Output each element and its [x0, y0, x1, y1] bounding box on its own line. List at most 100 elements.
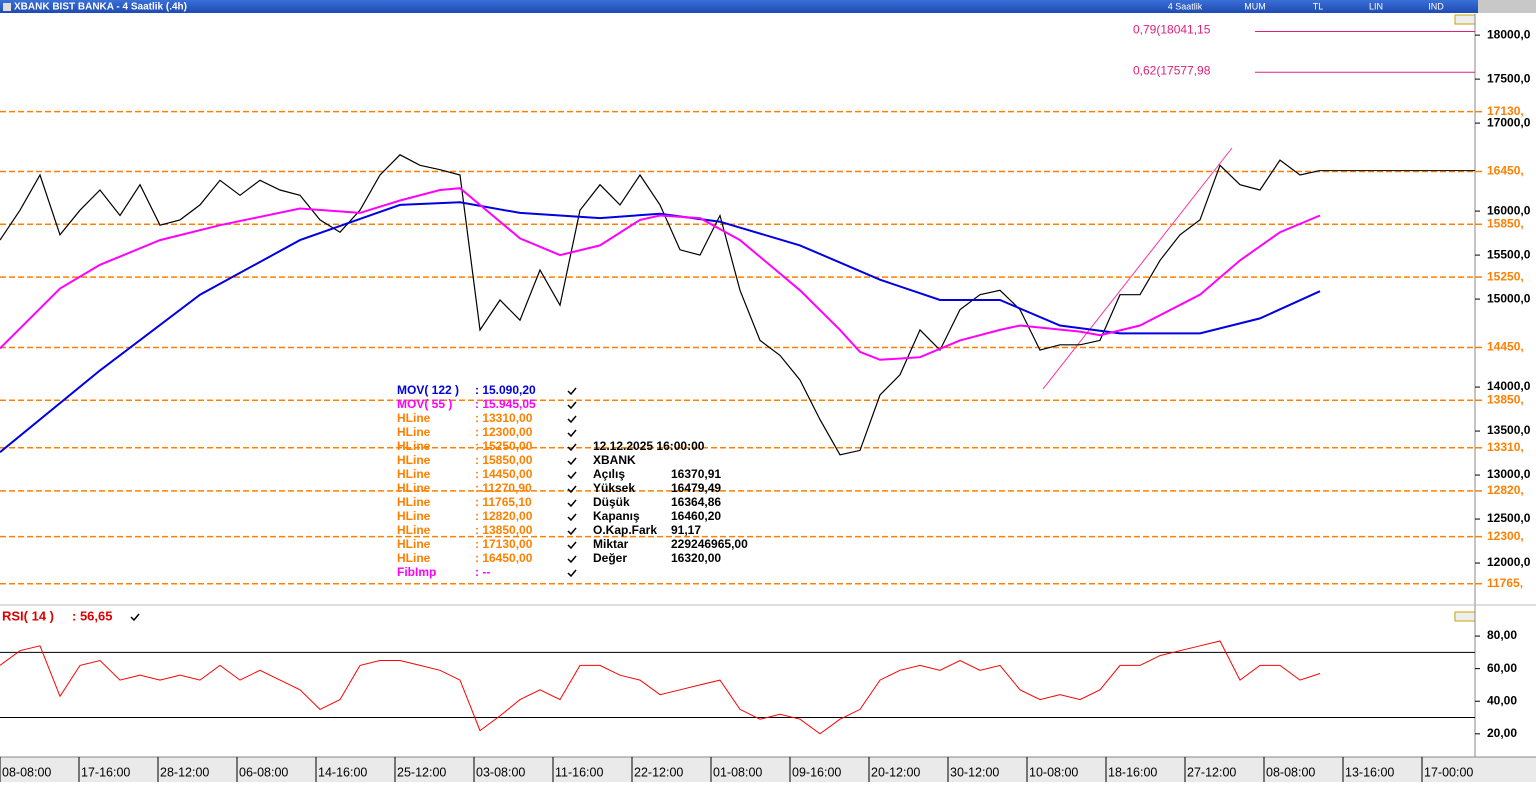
- y-tick-label: 18000,0: [1487, 27, 1531, 41]
- x-tick-label: 25-12:00: [397, 765, 446, 779]
- y-tick-label: 40,00: [1487, 693, 1517, 707]
- legend-name: HLine: [397, 439, 431, 453]
- y-tick-label: 17500,0: [1487, 71, 1531, 85]
- legend-value: : 12820,00: [475, 509, 533, 523]
- rsi-name: RSI( 14 ): [2, 608, 54, 623]
- h-line-label: 15250,: [1487, 269, 1524, 283]
- legend-value: : 17130,00: [475, 537, 533, 551]
- legend-value: : 13310,00: [475, 411, 533, 425]
- x-tick-label: 30-12:00: [950, 765, 999, 779]
- y-tick-label: 15000,0: [1487, 291, 1531, 305]
- legend-value: : 11765,10: [475, 495, 532, 509]
- info-value: 16370,91: [671, 467, 721, 481]
- legend-bg: [395, 384, 779, 581]
- check-icon: [567, 415, 577, 424]
- x-tick-label: 09-16:00: [792, 765, 841, 779]
- series-line: [0, 154, 1321, 456]
- legend-name: HLine: [397, 467, 431, 481]
- legend-name: HLine: [397, 537, 431, 551]
- h-line-label: 17130,: [1487, 104, 1524, 118]
- check-icon: [567, 429, 577, 438]
- legend-name: HLine: [397, 425, 431, 439]
- info-label: Düşük: [593, 495, 630, 509]
- toolbar-item: IND: [1428, 1, 1444, 11]
- y-tick-label: 60,00: [1487, 661, 1517, 675]
- check-icon: [567, 401, 577, 410]
- series-line: [0, 201, 1321, 453]
- trend-line: [1042, 147, 1233, 390]
- legend-name: MOV( 55 ): [397, 397, 452, 411]
- x-tick-label: 08-08:00: [1266, 765, 1315, 779]
- title-bar: [0, 0, 1536, 13]
- legend-value: : 15.090,20: [475, 383, 536, 397]
- x-tick-label: 10-08:00: [1029, 765, 1078, 779]
- info-label: Miktar: [593, 537, 629, 551]
- check-icon: [567, 443, 577, 452]
- legend-value: : 15.945,05: [475, 397, 536, 411]
- x-tick-label: 28-12:00: [160, 765, 209, 779]
- check-icon: [567, 569, 577, 578]
- x-tick-label: 08-08:00: [2, 765, 51, 779]
- info-label: Kapanış: [593, 509, 640, 523]
- panel-button[interactable]: [1454, 611, 1476, 622]
- x-tick-label: 17-00:00: [1424, 765, 1473, 779]
- info-label: O.Kap.Fark: [593, 523, 657, 537]
- time-axis: [0, 757, 1536, 782]
- legend-value: : 15250,00: [475, 439, 533, 453]
- legend-value: : 14450,00: [475, 467, 533, 481]
- legend-name: FibImp: [397, 565, 436, 579]
- panel-button[interactable]: [1454, 14, 1476, 25]
- info-value: 16364,86: [671, 495, 721, 509]
- legend-value: : --: [475, 565, 490, 579]
- h-line-label: 16450,: [1487, 164, 1524, 178]
- fib-label: 0,62(17577,98: [1133, 63, 1211, 77]
- x-tick-label: 11-16:00: [555, 765, 603, 779]
- x-tick-label: 14-16:00: [318, 765, 367, 779]
- h-line-label: 14450,: [1487, 340, 1524, 354]
- legend-value: : 16450,00: [475, 551, 533, 565]
- h-line-label: 13310,: [1487, 440, 1524, 454]
- x-tick-label: 18-16:00: [1108, 765, 1157, 779]
- check-icon: [567, 513, 577, 522]
- legend-name: HLine: [397, 523, 431, 537]
- y-tick-label: 17000,0: [1487, 115, 1531, 129]
- fib-label: 0,79(18041,15: [1133, 23, 1211, 37]
- window-controls[interactable]: [1478, 0, 1536, 13]
- info-value: 16320,00: [671, 551, 721, 565]
- check-icon: [567, 527, 577, 536]
- toolbar-item: MUM: [1244, 1, 1266, 11]
- toolbar-item: TL: [1313, 1, 1324, 11]
- info-value: 229246965,00: [671, 537, 748, 551]
- y-tick-label: 15500,0: [1487, 247, 1531, 261]
- info-label: Açılış: [593, 467, 625, 481]
- y-tick-label: 12500,0: [1487, 511, 1531, 525]
- h-line-label: 13850,: [1487, 392, 1524, 406]
- x-tick-label: 01-08:00: [713, 765, 762, 779]
- y-tick-label: 12000,0: [1487, 555, 1531, 569]
- info-date: 12.12.2025 16:00:00: [593, 439, 705, 453]
- info-value: 16479,49: [671, 481, 721, 495]
- series-line: [0, 187, 1321, 361]
- legend-name: HLine: [397, 411, 431, 425]
- legend-value: : 15850,00: [475, 453, 533, 467]
- check-icon: [567, 541, 577, 550]
- check-icon: [567, 555, 577, 564]
- y-tick-label: 16000,0: [1487, 203, 1531, 217]
- legend-name: HLine: [397, 453, 431, 467]
- toolbar-item: LIN: [1369, 1, 1383, 11]
- y-tick-label: 13000,0: [1487, 467, 1531, 481]
- h-line-label: 15850,: [1487, 216, 1524, 230]
- check-icon: [567, 471, 577, 480]
- legend-name: HLine: [397, 509, 431, 523]
- x-tick-label: 03-08:00: [476, 765, 525, 779]
- window-icon[interactable]: [3, 3, 11, 11]
- check-icon: [567, 499, 577, 508]
- check-icon: [567, 485, 577, 494]
- h-line-label: 12300,: [1487, 529, 1524, 543]
- info-label: Değer: [593, 551, 627, 565]
- info-label: Yüksek: [593, 481, 635, 495]
- y-tick-label: 13500,0: [1487, 423, 1531, 437]
- x-tick-label: 06-08:00: [239, 765, 288, 779]
